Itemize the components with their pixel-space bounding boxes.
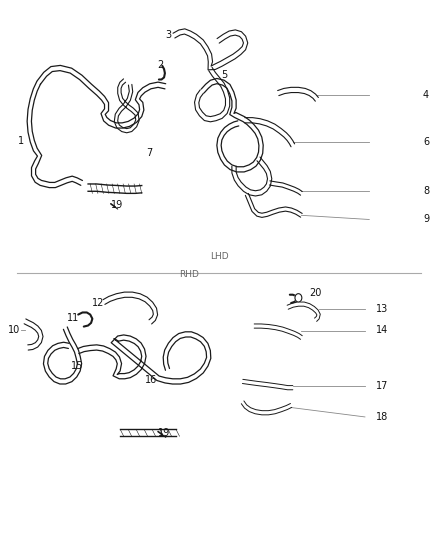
Text: 19: 19 — [111, 200, 123, 210]
Text: 20: 20 — [309, 288, 321, 297]
Text: 1: 1 — [18, 136, 24, 146]
Text: 9: 9 — [423, 214, 429, 224]
Circle shape — [295, 294, 302, 302]
Text: 19: 19 — [158, 427, 170, 438]
Text: RHD: RHD — [179, 270, 199, 279]
Text: 8: 8 — [423, 186, 429, 196]
Text: 17: 17 — [376, 381, 388, 391]
Text: 13: 13 — [376, 304, 388, 314]
Text: 2: 2 — [157, 60, 163, 70]
Text: LHD: LHD — [210, 252, 228, 261]
Text: 12: 12 — [92, 298, 104, 308]
Text: 14: 14 — [376, 325, 388, 335]
Text: 6: 6 — [423, 137, 429, 147]
Text: 5: 5 — [221, 70, 227, 80]
Text: 4: 4 — [423, 90, 429, 100]
Text: 16: 16 — [145, 375, 157, 385]
Text: 7: 7 — [146, 148, 152, 158]
Text: 11: 11 — [67, 313, 79, 322]
Text: 3: 3 — [166, 29, 172, 39]
Text: 15: 15 — [71, 361, 84, 371]
Text: 10: 10 — [8, 325, 21, 335]
Text: 18: 18 — [376, 412, 388, 422]
